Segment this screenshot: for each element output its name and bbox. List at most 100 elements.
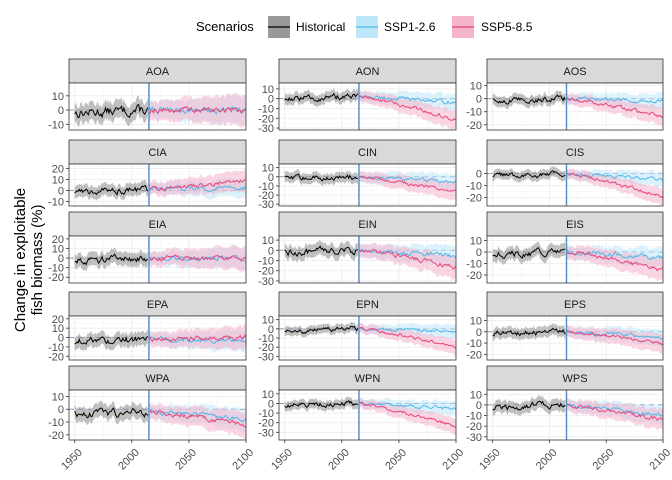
y-tick-label: -10 xyxy=(48,342,64,354)
panel-border xyxy=(68,82,247,131)
y-tick-label: -10 xyxy=(258,408,274,420)
y-tick-label: 20 xyxy=(52,234,64,246)
facet-strip xyxy=(68,365,247,391)
y-tick-label: 0 xyxy=(58,333,64,345)
x-tick-label: 1950 xyxy=(477,447,503,473)
y-tick-label: -20 xyxy=(48,272,64,284)
x-tick-label: 2100 xyxy=(647,447,672,473)
facet-strip xyxy=(486,139,664,165)
historical-band xyxy=(492,323,566,342)
y-tick-label: 10 xyxy=(52,91,64,103)
panel-border xyxy=(486,235,664,284)
y-tick-label: 10 xyxy=(470,81,482,93)
panel-border xyxy=(278,82,457,131)
facet-strip xyxy=(278,291,457,317)
y-tick-label: 0 xyxy=(268,245,274,257)
facet-strip xyxy=(278,365,457,391)
y-tick-label: -20 xyxy=(258,418,274,430)
historical-line xyxy=(284,325,359,335)
panel-border xyxy=(278,163,457,207)
facet-strip xyxy=(68,211,247,237)
historical-line xyxy=(74,407,149,419)
x-tick-label: 1950 xyxy=(59,447,85,473)
x-tick-label: 2000 xyxy=(534,447,560,473)
ssp585-line xyxy=(358,94,457,121)
y-tick-label: 0 xyxy=(268,324,274,336)
y-tick-label: -20 xyxy=(466,349,482,361)
facet-label: AON xyxy=(356,66,380,78)
y-tick-label: -10 xyxy=(466,181,482,193)
y-tick-label: -10 xyxy=(48,263,64,275)
ssp585-line xyxy=(566,250,664,272)
y-tick-label: 20 xyxy=(52,314,64,326)
historical-line xyxy=(284,399,359,409)
panel-border xyxy=(68,163,247,207)
facet-label: EIN xyxy=(358,219,376,231)
ssp126-line xyxy=(358,401,457,411)
facet-strip xyxy=(486,291,664,317)
y-tick-label: 0 xyxy=(268,398,274,410)
ssp126-line xyxy=(566,96,664,104)
y-tick-label: -10 xyxy=(466,107,482,119)
historical-band xyxy=(284,396,358,413)
ssp126-line xyxy=(566,172,664,182)
y-tick-label: 10 xyxy=(470,236,482,248)
y-tick-label: -20 xyxy=(258,342,274,354)
historical-line xyxy=(74,253,149,266)
x-tick-label: 2000 xyxy=(116,447,142,473)
y-tick-label: 0 xyxy=(58,404,64,416)
y-tick-label: 0 xyxy=(268,172,274,184)
ssp585-line xyxy=(148,105,247,115)
ssp585-line xyxy=(358,249,456,270)
facet-label: WPA xyxy=(145,373,170,385)
y-tick-label: -20 xyxy=(466,193,482,205)
y-tick-label: 0 xyxy=(476,169,482,181)
y-tick-label: -10 xyxy=(258,103,274,115)
panel-border xyxy=(486,82,664,131)
facet-panels: AOA-10010AON-30-20-10010AOS-20-10010CIA-… xyxy=(48,58,672,473)
historical-line xyxy=(284,92,359,103)
facet-label: EIA xyxy=(149,219,167,231)
y-tick-label: -10 xyxy=(466,338,482,350)
y-tick-label: 0 xyxy=(476,247,482,259)
legend: Scenarios Historical SSP1-2.6 SSP5-8.5 xyxy=(196,16,533,38)
y-tick-label: -10 xyxy=(466,259,482,271)
ssp585-line xyxy=(358,326,457,349)
y-tick-label: -30 xyxy=(258,427,274,439)
panel-border xyxy=(68,389,247,441)
y-tick-label: 10 xyxy=(52,323,64,335)
ssp585-line xyxy=(148,254,247,263)
ssp585-line xyxy=(148,409,247,428)
y-tick-label: 10 xyxy=(470,389,482,401)
y-tick-label: -10 xyxy=(48,119,64,131)
y-tick-label: -20 xyxy=(48,430,64,442)
ssp585-line xyxy=(566,172,664,199)
facet-label: CIA xyxy=(148,147,167,159)
ssp585-band xyxy=(148,323,246,352)
facet-strip xyxy=(68,58,247,84)
facet-label: AOS xyxy=(563,66,586,78)
historical-band xyxy=(74,247,148,272)
ssp126-line xyxy=(148,336,247,345)
legend-label: Historical xyxy=(296,20,345,34)
y-tick-label: 10 xyxy=(470,316,482,328)
panel-border xyxy=(486,163,664,207)
x-tick-label: 2100 xyxy=(440,447,466,473)
facet-label: WPS xyxy=(562,373,587,385)
facet-strip xyxy=(486,211,664,237)
ssp585-band xyxy=(148,402,246,440)
y-tick-label: 0 xyxy=(58,186,64,198)
facet-strip xyxy=(68,139,247,165)
historical-line xyxy=(492,327,566,337)
panel-border xyxy=(278,235,457,284)
ssp585-line xyxy=(148,179,247,192)
